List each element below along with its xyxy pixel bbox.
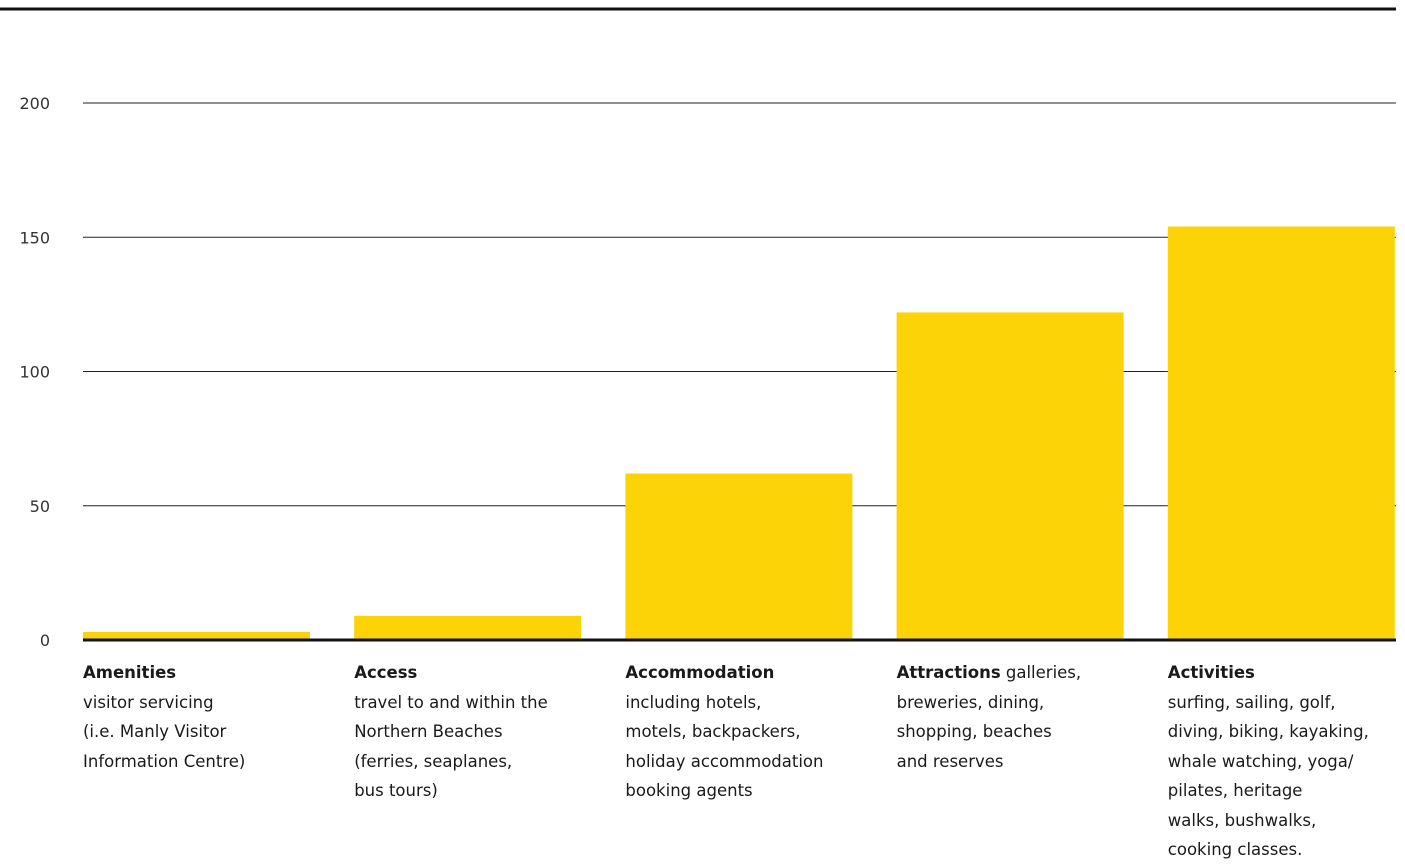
y-tick-label: 150 bbox=[19, 228, 50, 247]
category-label: Amenities visitor servicing (i.e. Manly Vi… bbox=[83, 658, 245, 776]
category-description-line: surfing, sailing, golf, bbox=[1167, 692, 1336, 712]
category-description-line: diving, biking, kayaking, bbox=[1167, 722, 1369, 741]
category-heading: Access bbox=[354, 658, 548, 688]
bar bbox=[83, 631, 310, 640]
y-tick-label: 100 bbox=[19, 363, 50, 382]
y-tick-label: 50 bbox=[30, 497, 50, 516]
category-description-line: Information Centre) bbox=[83, 751, 246, 771]
category-description-line: motels, backpackers, bbox=[625, 722, 801, 741]
category-description-line: whale watching, yoga/ bbox=[1167, 751, 1354, 771]
y-tick-label: 200 bbox=[19, 94, 50, 113]
category-name: Activities bbox=[1167, 663, 1255, 682]
category-description-line: cooking classes. bbox=[1167, 840, 1303, 859]
category-description-line: walks, bushwalks, bbox=[1167, 810, 1317, 830]
category-label: Accommodation including hotels, motels, ba… bbox=[625, 658, 823, 806]
category-description-inline: galleries, bbox=[1000, 663, 1082, 682]
category-description-line: booking agents bbox=[625, 781, 753, 800]
bar bbox=[896, 312, 1124, 640]
category-name: Access bbox=[354, 663, 418, 682]
category-description-line: (ferries, seaplanes, bbox=[354, 751, 513, 771]
category-description-line: (i.e. Manly Visitor bbox=[83, 722, 227, 741]
category-description-line: visitor servicing bbox=[83, 692, 214, 712]
category-heading: Attractions galleries, bbox=[897, 658, 1082, 688]
bar bbox=[354, 615, 582, 640]
category-description-line: pilates, heritage bbox=[1167, 781, 1303, 800]
category-label: Access travel to and within the Northern B… bbox=[354, 658, 548, 806]
category-label: Attractions galleries, breweries, dining,… bbox=[897, 658, 1082, 776]
category-label: Activities surfing, sailing, golf, diving,… bbox=[1168, 658, 1369, 865]
bars bbox=[83, 226, 1395, 640]
category-description-line: travel to and within the bbox=[354, 692, 548, 712]
category-description-line: Northern Beaches bbox=[354, 722, 503, 741]
category-name: Amenities bbox=[83, 663, 177, 682]
category-description-line: breweries, dining, bbox=[896, 692, 1045, 712]
category-heading: Activities bbox=[1168, 658, 1369, 688]
category-heading: Accommodation bbox=[625, 658, 823, 688]
category-name: Accommodation bbox=[625, 663, 775, 682]
category-name: Attractions bbox=[896, 663, 1001, 682]
category-description-line: shopping, beaches bbox=[896, 722, 1052, 741]
bar bbox=[1167, 226, 1395, 640]
category-heading: Amenities bbox=[83, 658, 245, 688]
y-tick-label: 0 bbox=[40, 631, 50, 650]
category-description-line: bus tours) bbox=[354, 781, 438, 800]
category-description-line: including hotels, bbox=[625, 692, 762, 712]
y-tick-labels: 0 50 100 150 200 bbox=[19, 94, 50, 650]
bar bbox=[625, 473, 853, 640]
category-description-line: and reserves bbox=[896, 751, 1004, 771]
category-description-line: holiday accommodation bbox=[625, 751, 824, 771]
